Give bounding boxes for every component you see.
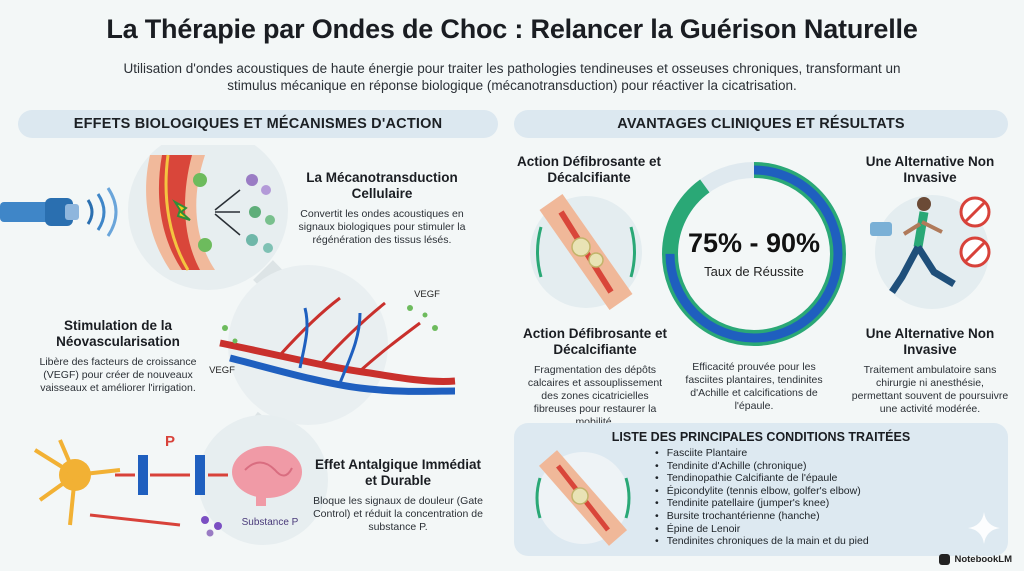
- sparkle-icon: [968, 512, 1000, 544]
- pain-gate-illustration: [33, 439, 302, 537]
- page-subtitle: Utilisation d'ondes acoustiques de haute…: [123, 61, 901, 93]
- defibrosing-text: Fragmentation des dépôts calcaires et as…: [527, 364, 663, 428]
- mechanotransduction-block: La Mécanotransduction Cellulaire Convert…: [292, 170, 472, 247]
- noninvasive-text: Traitement ambulatoire sans chirurgie ni…: [851, 364, 1009, 415]
- condition-item: Épine de Lenoir: [655, 523, 869, 536]
- section-title-mechanisms: EFFETS BIOLOGIQUES ET MÉCANISMES D'ACTIO…: [18, 110, 498, 138]
- neovascularisation-block: Stimulation de la Néovascularisation Lib…: [28, 318, 208, 395]
- noninvasive-block: Une Alternative Non Invasive Traitement …: [850, 326, 1010, 416]
- brand-name: NotebookLM: [954, 554, 1012, 565]
- page-title: La Thérapie par Ondes de Choc : Relancer…: [106, 14, 918, 44]
- success-rate-ring: [662, 162, 846, 346]
- success-ring-min: [665, 165, 843, 343]
- pain-text: Bloque les signaux de douleur (Gate Cont…: [313, 495, 483, 533]
- defibrosing-top-title: Action Défibrosante et Décalcifiante: [516, 154, 662, 185]
- defibrosing-block: Action Défibrosante et Décalcifiante Fra…: [520, 326, 670, 429]
- substance-p-symbol: P: [164, 433, 175, 450]
- success-rate-label: Taux de Réussite: [704, 264, 804, 279]
- vegf-label-bottom: VEGF: [209, 365, 235, 376]
- neovascularisation-title: Stimulation de la Néovascularisation: [56, 318, 180, 349]
- pain-block: Effet Antalgique Immédiat et Durable Blo…: [312, 457, 484, 534]
- success-rate-text: Efficacité prouvée pour les fasciites pl…: [685, 361, 823, 412]
- joint-illustration: [530, 193, 642, 311]
- condition-item: Tendinite patellaire (jumper's knee): [655, 497, 869, 510]
- noninvasive-title: Une Alternative Non Invasive: [865, 326, 995, 357]
- noninvasive-top-title: Une Alternative Non Invasive: [865, 154, 995, 185]
- conditions-title: LISTE DES PRINCIPALES CONDITIONS TRAITÉE…: [611, 430, 911, 444]
- defibrosing-top-block: Action Défibrosante et Décalcifiante: [514, 154, 664, 186]
- success-rate-block: Efficacité prouvée pour les fasciites pl…: [674, 361, 834, 413]
- substance-p-label: Substance P: [241, 517, 299, 528]
- condition-item: Tendinite d'Achille (chronique): [655, 460, 869, 473]
- section-title-clinical: AVANTAGES CLINIQUES ET RÉSULTATS: [514, 110, 1008, 138]
- mechanotransduction-text: Convertit les ondes acoustiques en signa…: [298, 208, 466, 246]
- condition-item: Tendinites chroniques de la main et du p…: [655, 535, 869, 548]
- brand-logo: NotebookLM: [939, 554, 1012, 565]
- pain-title: Effet Antalgique Immédiat et Durable: [314, 457, 481, 488]
- condition-item: Tendinopathie Calcifiante de l'épaule: [655, 472, 869, 485]
- neovascularisation-text: Libère des facteurs de croissance (VEGF)…: [39, 356, 197, 394]
- condition-item: Épicondylite (tennis elbow, golfer's elb…: [655, 485, 869, 498]
- condition-item: Fasciite Plantaire: [655, 447, 869, 460]
- shockwave-tissue-illustration: [0, 154, 275, 271]
- runner-illustration: [870, 195, 991, 309]
- mechanotransduction-title: La Mécanotransduction Cellulaire: [306, 170, 458, 201]
- blood-vessel-illustration: [219, 296, 456, 395]
- conditions-list: Fasciite Plantaire Tendinite d'Achille (…: [655, 447, 869, 548]
- notebooklm-icon: [939, 554, 951, 565]
- noninvasive-top-block: Une Alternative Non Invasive: [855, 154, 1005, 186]
- defibrosing-title: Action Défibrosante et Décalcifiante: [522, 326, 668, 357]
- vegf-label-top: VEGF: [414, 289, 440, 300]
- condition-item: Bursite trochantérienne (hanche): [655, 510, 869, 523]
- conditions-joint-illustration: [535, 450, 631, 546]
- success-rate-value: 75% - 90%: [687, 228, 821, 258]
